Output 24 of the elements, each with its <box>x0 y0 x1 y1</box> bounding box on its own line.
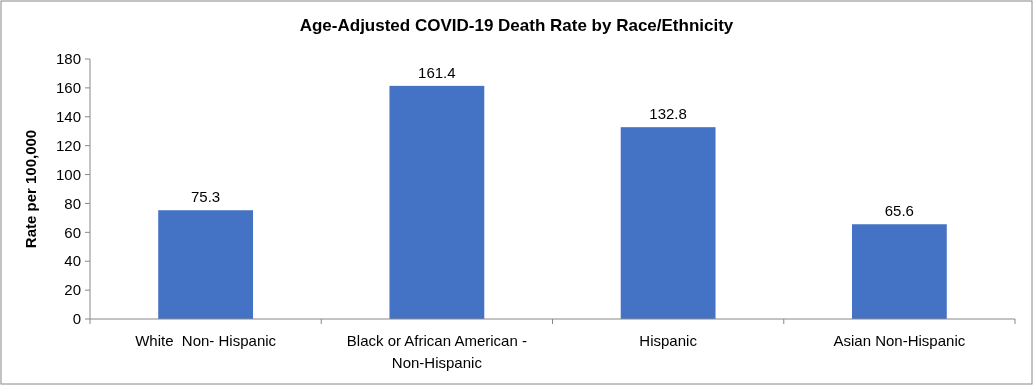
data-label: 132.8 <box>649 105 687 123</box>
chart-title: Age-Adjusted COVID-19 Death Rate by Race/Ethnicity <box>299 16 734 35</box>
data-label: 161.4 <box>418 63 456 81</box>
x-tick-label: Black or African American - Non-Hispanic <box>346 332 527 371</box>
bar <box>389 85 485 319</box>
bar <box>851 224 947 319</box>
x-tick-label: White Non- Hispanic <box>135 332 277 349</box>
y-tick-label: 160 <box>55 79 81 97</box>
bar <box>158 210 254 319</box>
x-tick-label: Hispanic <box>639 332 698 349</box>
bar <box>620 127 716 319</box>
y-tick-label: 40 <box>64 252 81 270</box>
y-tick-label: 140 <box>55 108 81 126</box>
y-axis-title: Rate per 100,000 <box>22 129 39 249</box>
y-tick-label: 180 <box>55 50 81 68</box>
y-tick-label: 80 <box>64 194 81 212</box>
data-label: 65.6 <box>884 202 914 220</box>
y-tick-label: 120 <box>55 136 81 154</box>
y-tick-label: 100 <box>55 165 81 183</box>
x-tick-label: Asian Non-Hispanic <box>833 332 966 349</box>
y-tick-label: 60 <box>64 223 81 241</box>
y-tick-label: 0 <box>72 310 81 328</box>
data-label: 75.3 <box>191 188 221 206</box>
y-tick-label: 20 <box>64 281 81 299</box>
